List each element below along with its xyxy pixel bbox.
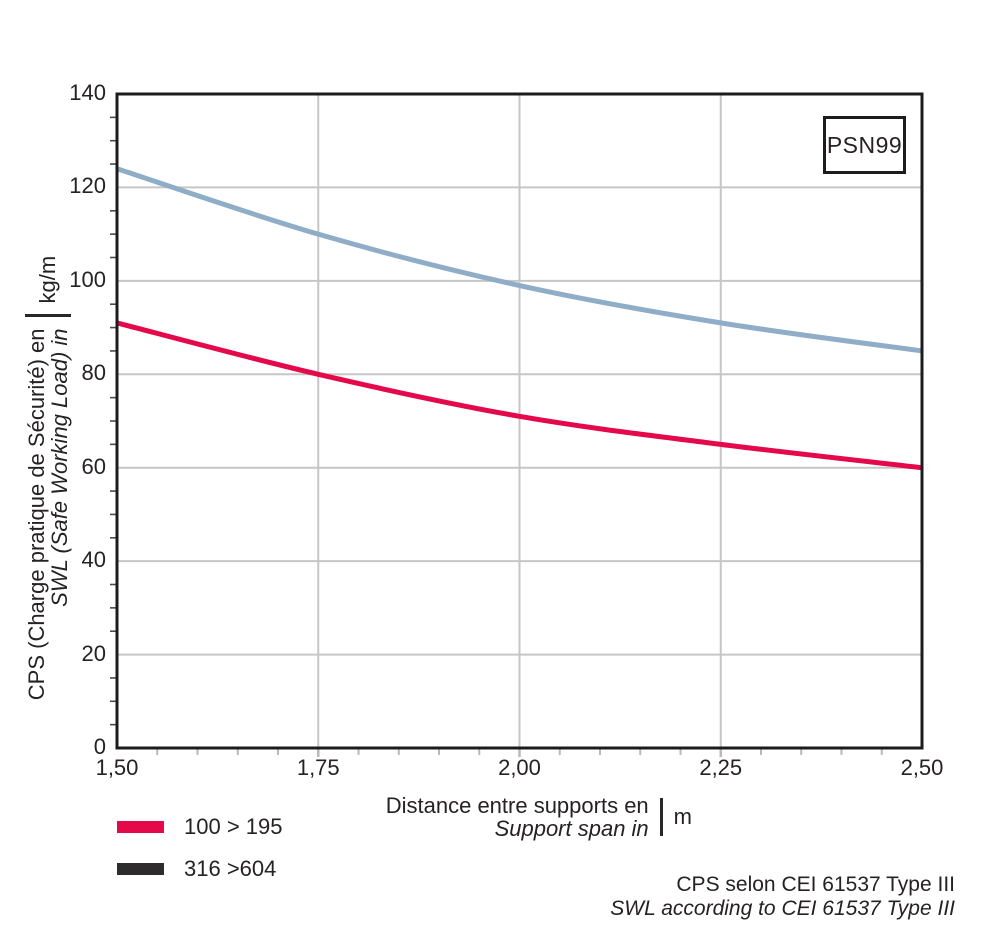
- y-tick-label: 60: [81, 453, 106, 479]
- x-axis-label-text: Distance entre supports en Support span …: [386, 794, 649, 841]
- y-axis-label-fr: CPS (Charge pratique de Sécurité) en: [23, 328, 49, 701]
- y-tick-label: 0: [93, 734, 106, 759]
- plot-frame: [115, 92, 924, 750]
- legend-item: 316 >604: [117, 856, 282, 881]
- chart-code-box: PSN99: [823, 116, 906, 174]
- legend-label-100-195: 100 > 195: [184, 813, 283, 839]
- legend-label-316-604: 316 >604: [184, 855, 277, 881]
- legend-item: 100 > 195: [117, 814, 282, 839]
- standard-caption: CPS selon CEI 61537 Type III SWL accordi…: [610, 873, 955, 920]
- y-tick-label: 80: [81, 360, 106, 386]
- series-line-0: [117, 166, 922, 354]
- x-axis-label-fr: Distance entre supports en: [385, 793, 649, 818]
- x-tick-label: 2,00: [498, 755, 541, 780]
- y-axis-label-en: SWL (Safe Working Load) in: [47, 328, 72, 607]
- legend-swatch-100-195: [117, 820, 164, 833]
- chart-code-label: PSN99: [826, 131, 903, 158]
- y-axis-label: CPS (Charge pratique de Sécurité) en SWL…: [20, 253, 76, 703]
- y-tick-label: 100: [69, 266, 106, 292]
- y-axis-unit-divider: [25, 314, 71, 318]
- y-tick-label: 20: [81, 640, 106, 666]
- x-axis-label-en: Support span in: [494, 816, 649, 842]
- x-tick-label: 1,50: [95, 755, 139, 780]
- y-tick-label: 120: [69, 173, 106, 199]
- y-axis-label-text: CPS (Charge pratique de Sécurité) en SWL…: [23, 328, 72, 701]
- y-axis-unit: kg/m: [35, 255, 60, 304]
- caption-line-fr: CPS selon CEI 61537 Type III: [676, 873, 955, 896]
- legend-swatch-316-604: [117, 862, 164, 875]
- x-axis-unit-divider: [659, 798, 663, 837]
- x-axis-unit: m: [673, 804, 692, 830]
- legend: 100 > 195 316 >604: [117, 814, 282, 898]
- x-tick-label: 1,75: [296, 755, 340, 780]
- caption-line-en: SWL according to CEI 61537 Type III: [610, 896, 955, 920]
- y-tick-label: 140: [69, 80, 106, 105]
- x-axis-label: Distance entre supports en Support span …: [386, 794, 692, 841]
- y-tick-label: 40: [81, 547, 106, 573]
- series-line-1: [117, 320, 922, 471]
- x-tick-label: 2,25: [699, 755, 743, 780]
- x-tick-label: 2,50: [900, 755, 944, 780]
